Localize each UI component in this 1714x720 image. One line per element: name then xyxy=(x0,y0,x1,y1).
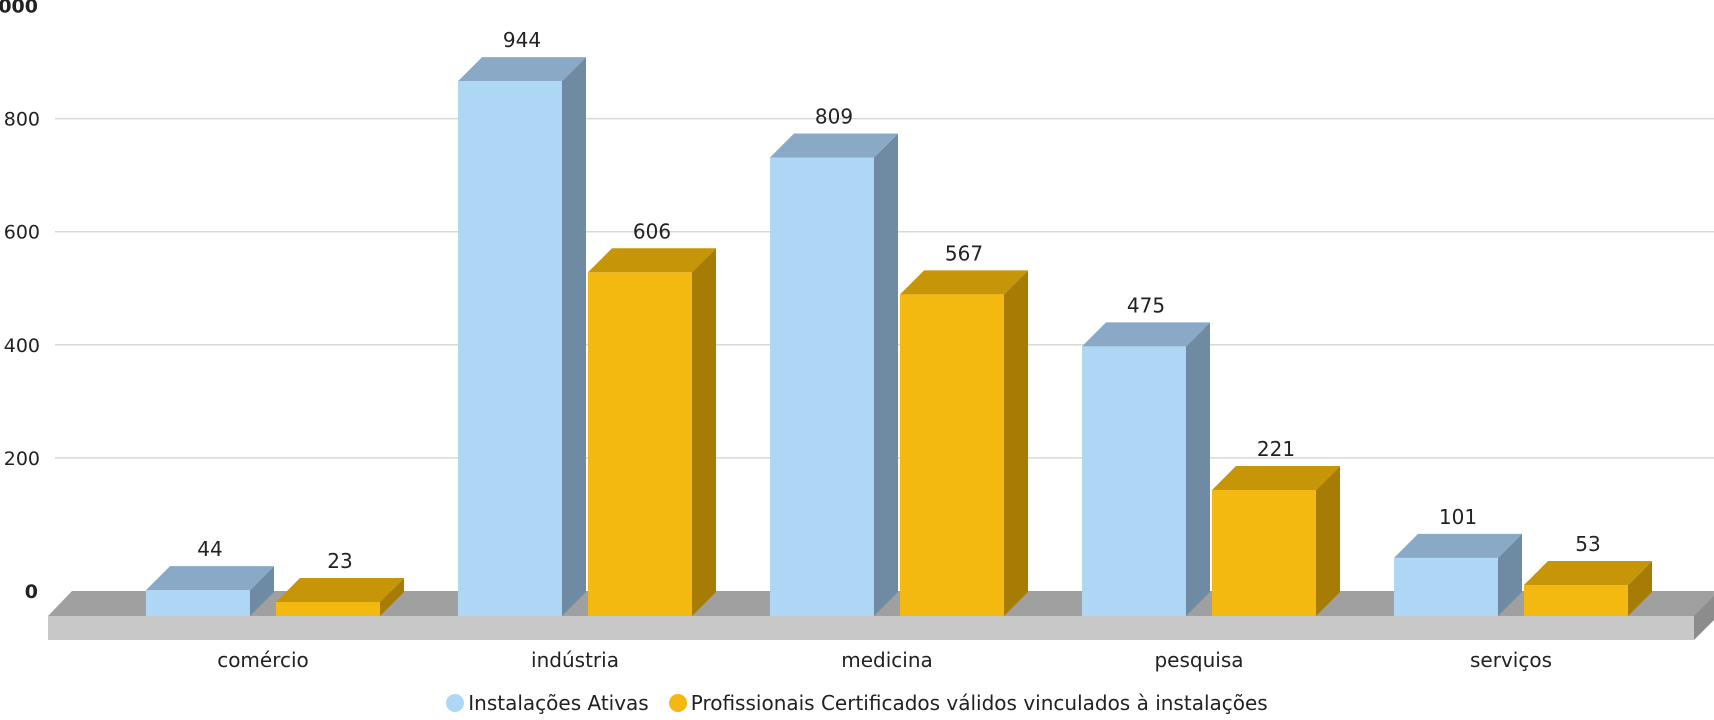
bar-2-pesquisa xyxy=(1212,466,1340,616)
data-label: 101 xyxy=(1439,505,1477,529)
data-label: 475 xyxy=(1127,293,1165,317)
bar-top xyxy=(770,133,898,158)
x-tick-label: comércio xyxy=(217,648,309,672)
bar-top xyxy=(1524,561,1652,586)
bar-side xyxy=(250,566,274,616)
legend-item-series-1[interactable]: Instalações Ativas xyxy=(446,691,649,715)
y-tick-label: 0 xyxy=(25,581,38,603)
bar-side xyxy=(1004,270,1028,616)
bar-top xyxy=(900,270,1028,295)
bar-side xyxy=(1316,466,1340,616)
y-tick-label: 400 xyxy=(4,335,40,357)
floor-front xyxy=(48,616,1694,640)
bar-1-indústria xyxy=(458,57,586,617)
y-tick-label: 200 xyxy=(4,448,40,470)
data-label: 606 xyxy=(633,219,671,243)
bar-front xyxy=(900,294,1004,616)
bar-top xyxy=(146,566,274,591)
legend-marker-series-1 xyxy=(446,694,465,712)
bar-front xyxy=(770,157,874,616)
data-label: 53 xyxy=(1575,532,1600,556)
bar-1-pesquisa xyxy=(1082,322,1210,616)
bar-front xyxy=(1524,585,1628,616)
bar-top xyxy=(588,248,716,273)
bar-side xyxy=(1498,533,1522,616)
y-axis-tick-labels: 0 200 400 600 800 1000 xyxy=(0,0,40,603)
bar-front xyxy=(1212,490,1316,616)
bar-chart: 0 200 400 600 800 1000 44 23 944 606 809 567 475 221… xyxy=(0,0,1714,672)
bar-top xyxy=(1212,466,1340,491)
bar-top xyxy=(1082,322,1210,347)
bar-front xyxy=(1082,346,1186,616)
bar-front xyxy=(276,601,380,616)
data-labels: 44 23 944 606 809 567 475 221 101 53 xyxy=(197,28,1600,573)
bar-2-serviços xyxy=(1524,561,1652,616)
data-label: 944 xyxy=(503,28,541,52)
bars xyxy=(146,57,1652,617)
data-label: 221 xyxy=(1257,437,1295,461)
bar-1-medicina xyxy=(770,133,898,616)
legend-label-series-2: Profissionais Certificados válidos vincu… xyxy=(690,691,1268,715)
x-tick-label: indústria xyxy=(531,648,619,672)
y-tick-label: 1000 xyxy=(0,0,38,18)
data-label: 809 xyxy=(815,105,853,129)
x-tick-label: pesquisa xyxy=(1154,648,1243,672)
bar-top xyxy=(458,57,586,82)
bar-top xyxy=(1394,533,1522,558)
bar-top xyxy=(276,577,404,602)
y-tick-label: 600 xyxy=(4,222,40,244)
bar-2-comércio xyxy=(276,577,404,616)
x-tick-label: serviços xyxy=(1470,648,1552,672)
bar-1-comércio xyxy=(146,566,274,616)
data-label: 23 xyxy=(327,549,352,573)
bar-front xyxy=(588,272,692,616)
bar-front xyxy=(458,81,562,617)
legend-marker-series-2 xyxy=(668,694,687,712)
bar-side xyxy=(1186,322,1210,616)
x-tick-label: medicina xyxy=(841,648,933,672)
floor-side xyxy=(1694,596,1714,640)
bar-2-indústria xyxy=(588,248,716,616)
legend: Instalações Ativas Profissionais Certifi… xyxy=(0,688,1714,718)
bar-2-medicina xyxy=(900,270,1028,616)
bar-front xyxy=(1394,557,1498,616)
data-label: 44 xyxy=(197,537,222,561)
legend-label-series-1: Instalações Ativas xyxy=(468,691,649,715)
bar-side xyxy=(874,133,898,616)
data-label: 567 xyxy=(945,241,983,265)
y-tick-label: 800 xyxy=(4,109,40,131)
bar-side xyxy=(562,57,586,617)
bar-front xyxy=(146,590,250,616)
x-axis-tick-labels: comércio indústria medicina pesquisa serviço… xyxy=(217,648,1552,672)
bar-side xyxy=(380,577,404,616)
bar-side xyxy=(692,248,716,616)
bar-1-serviços xyxy=(1394,533,1522,616)
bar-side xyxy=(1628,561,1652,616)
legend-item-series-2[interactable]: Profissionais Certificados válidos vincu… xyxy=(668,691,1268,715)
